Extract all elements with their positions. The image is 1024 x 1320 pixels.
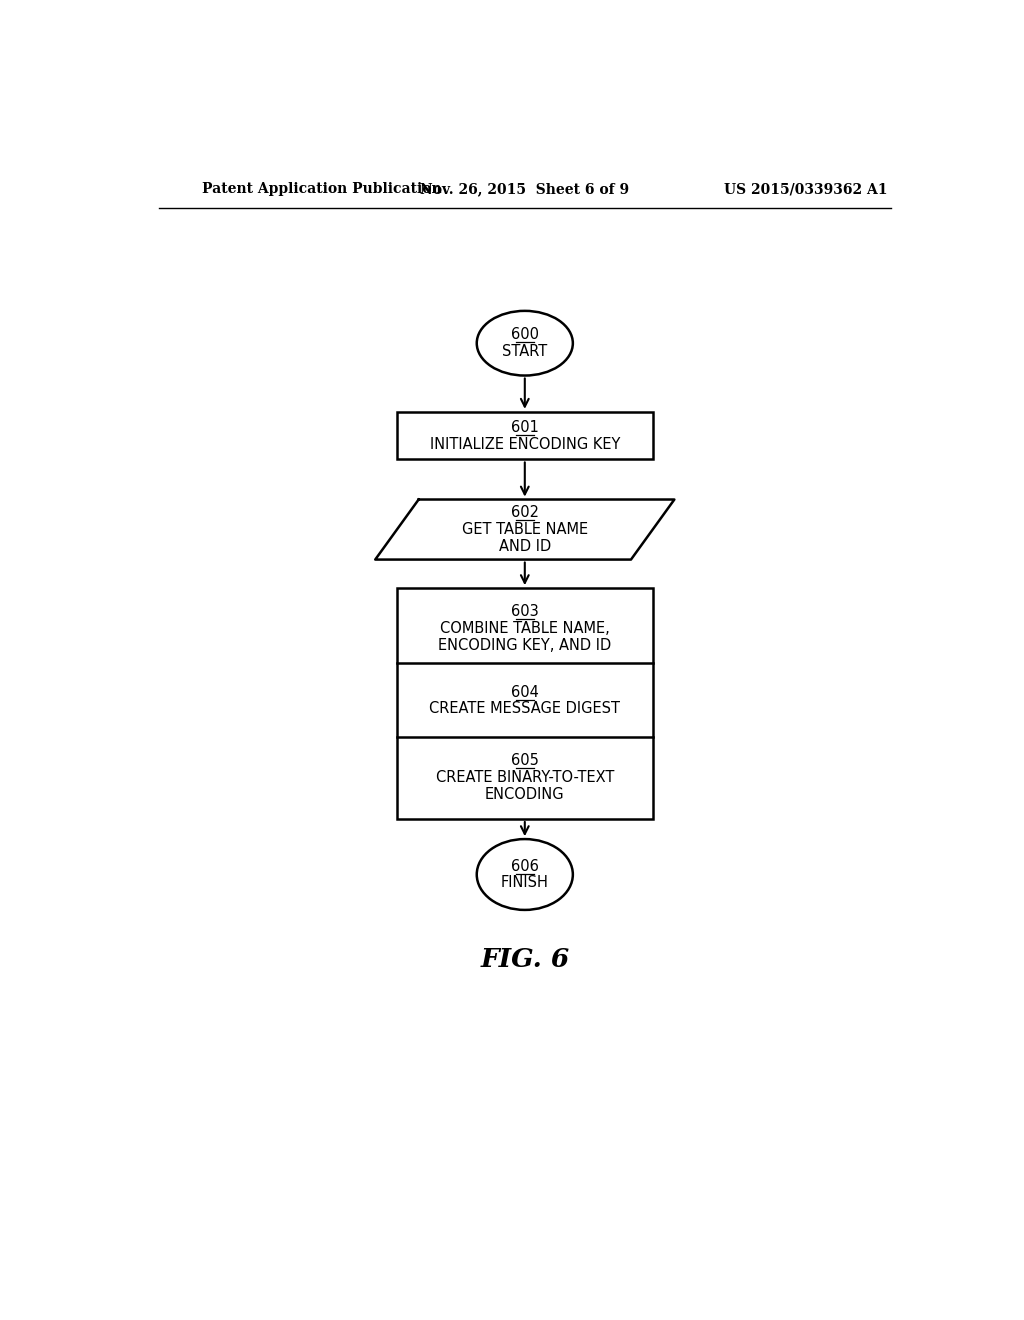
- Ellipse shape: [477, 312, 572, 376]
- Text: START: START: [502, 345, 548, 359]
- Text: FINISH: FINISH: [501, 875, 549, 891]
- Text: ENCODING: ENCODING: [485, 787, 564, 803]
- Text: US 2015/0339362 A1: US 2015/0339362 A1: [724, 182, 888, 197]
- Text: 602: 602: [511, 506, 539, 520]
- Text: 603: 603: [511, 603, 539, 619]
- Text: 604: 604: [511, 685, 539, 700]
- Text: Patent Application Publication: Patent Application Publication: [202, 182, 441, 197]
- Text: 606: 606: [511, 858, 539, 874]
- Bar: [397, 412, 652, 459]
- Bar: [397, 589, 652, 818]
- Text: CREATE MESSAGE DIGEST: CREATE MESSAGE DIGEST: [429, 701, 621, 717]
- Ellipse shape: [477, 840, 572, 909]
- Text: 600: 600: [511, 327, 539, 342]
- Text: FIG. 6: FIG. 6: [480, 946, 569, 972]
- Text: 605: 605: [511, 752, 539, 768]
- Text: AND ID: AND ID: [499, 539, 551, 554]
- Polygon shape: [375, 499, 675, 560]
- Text: ENCODING KEY, AND ID: ENCODING KEY, AND ID: [438, 638, 611, 652]
- Text: Nov. 26, 2015  Sheet 6 of 9: Nov. 26, 2015 Sheet 6 of 9: [420, 182, 630, 197]
- Text: GET TABLE NAME: GET TABLE NAME: [462, 521, 588, 537]
- Text: INITIALIZE ENCODING KEY: INITIALIZE ENCODING KEY: [430, 437, 620, 451]
- Text: COMBINE TABLE NAME,: COMBINE TABLE NAME,: [440, 620, 609, 636]
- Text: CREATE BINARY-TO-TEXT: CREATE BINARY-TO-TEXT: [435, 770, 614, 785]
- Text: 601: 601: [511, 420, 539, 434]
